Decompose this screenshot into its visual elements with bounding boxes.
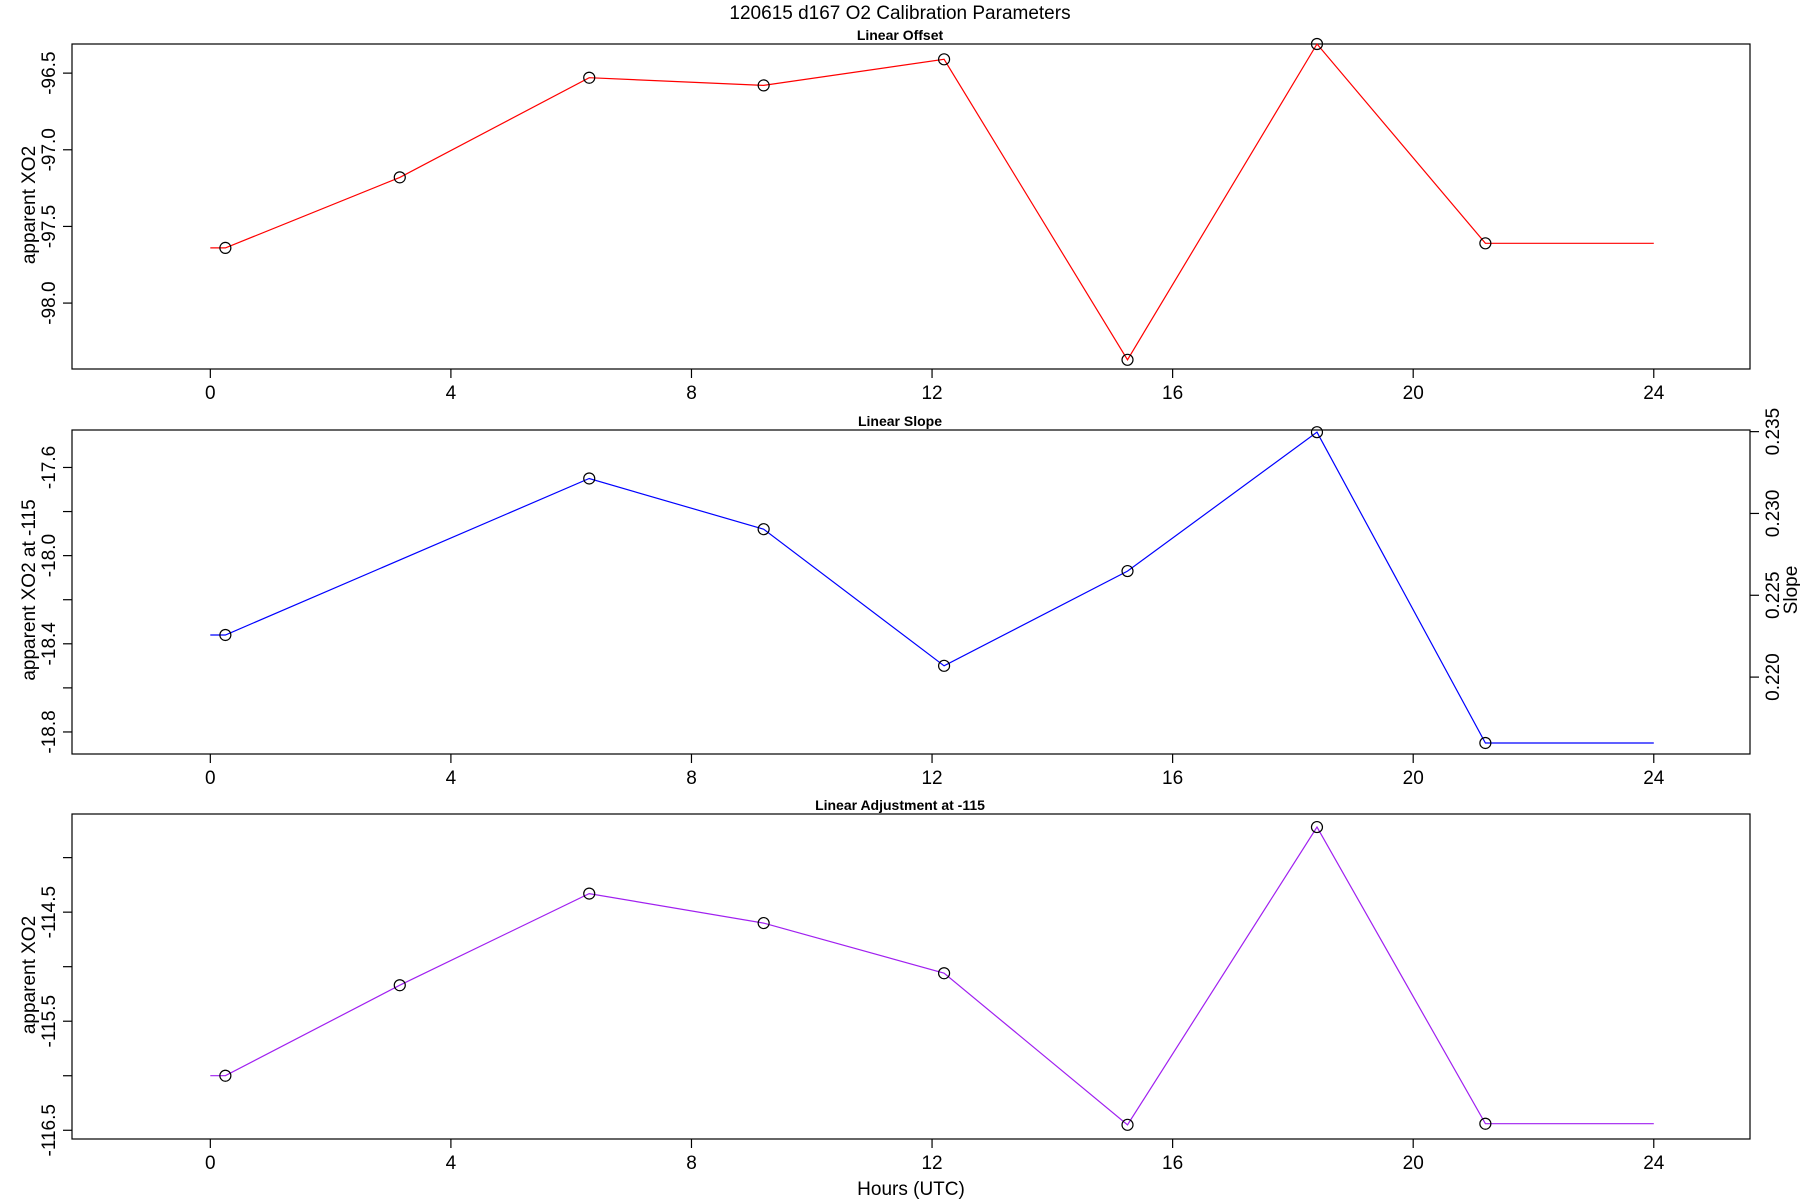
y-tick-label: -17.6 — [39, 446, 60, 489]
x-tick-label: 0 — [205, 383, 216, 404]
x-tick-label: 4 — [446, 383, 457, 404]
panel-linear-adjustment: Linear Adjustment at -115 apparent XO2 0… — [19, 797, 1750, 1174]
y-tick-label: -115.5 — [39, 995, 60, 1047]
figure-title: 120615 d167 O2 Calibration Parameters — [729, 3, 1070, 24]
y2-tick-label: 0.230 — [1763, 490, 1784, 538]
y-axis-label-offset: apparent XO2 — [19, 146, 40, 264]
x-tick-label: 8 — [686, 1153, 697, 1174]
x-tick-label: 0 — [205, 768, 216, 789]
y-tick-label: -96.5 — [39, 51, 60, 94]
y-tick-label: -18.0 — [39, 534, 60, 577]
y-tick-label: -18.4 — [39, 622, 60, 666]
panel-title-linear-adjustment: Linear Adjustment at -115 — [815, 797, 985, 813]
series-line — [210, 44, 1654, 360]
y-axis-label-adjustment: apparent XO2 — [19, 916, 40, 1034]
x-tick-label: 20 — [1403, 383, 1424, 404]
x-axis-label: Hours (UTC) — [857, 1179, 965, 1200]
y-tick-label: -97.5 — [39, 205, 60, 248]
plot-frame — [72, 430, 1750, 754]
x-tick-label: 8 — [686, 383, 697, 404]
plot-frame — [72, 814, 1750, 1139]
x-tick-label: 0 — [205, 1153, 216, 1174]
panel-title-linear-offset: Linear Offset — [857, 27, 944, 43]
x-tick-label: 24 — [1643, 768, 1665, 789]
y-tick-label: -116.5 — [39, 1104, 60, 1156]
y-tick-label: -18.8 — [39, 710, 60, 753]
x-tick-label: 24 — [1643, 383, 1665, 404]
x-tick-label: 20 — [1403, 1153, 1424, 1174]
x-tick-label: 12 — [921, 768, 942, 789]
panel-title-linear-slope: Linear Slope — [858, 413, 942, 429]
y2-tick-label: 0.220 — [1763, 653, 1784, 701]
x-tick-label: 12 — [921, 383, 942, 404]
x-tick-label: 16 — [1162, 768, 1183, 789]
x-tick-label: 24 — [1643, 1153, 1665, 1174]
x-tick-label: 4 — [446, 768, 457, 789]
panel-linear-offset: Linear Offset apparent XO2 0 4 8 12 16 20 24 -9… — [19, 27, 1750, 404]
x-tick-label: 20 — [1403, 768, 1424, 789]
y2-tick-label: 0.235 — [1763, 408, 1784, 456]
series-line — [210, 432, 1654, 743]
panel-linear-slope: Linear Slope apparent XO2 at -115 Slope … — [19, 408, 1800, 789]
x-tick-label: 12 — [921, 1153, 942, 1174]
y2-tick-label: 0.225 — [1763, 571, 1784, 619]
x-tick-label: 4 — [446, 1153, 457, 1174]
y-tick-label: -98.0 — [39, 281, 60, 324]
series-line — [210, 827, 1654, 1125]
y-tick-label: -114.5 — [39, 886, 60, 938]
x-tick-label: 16 — [1162, 1153, 1183, 1174]
x-tick-label: 8 — [686, 768, 697, 789]
x-tick-label: 16 — [1162, 383, 1183, 404]
plot-frame — [72, 44, 1750, 369]
y-tick-label: -97.0 — [39, 128, 60, 171]
y-axis-label-slope: apparent XO2 at -115 — [19, 499, 40, 680]
